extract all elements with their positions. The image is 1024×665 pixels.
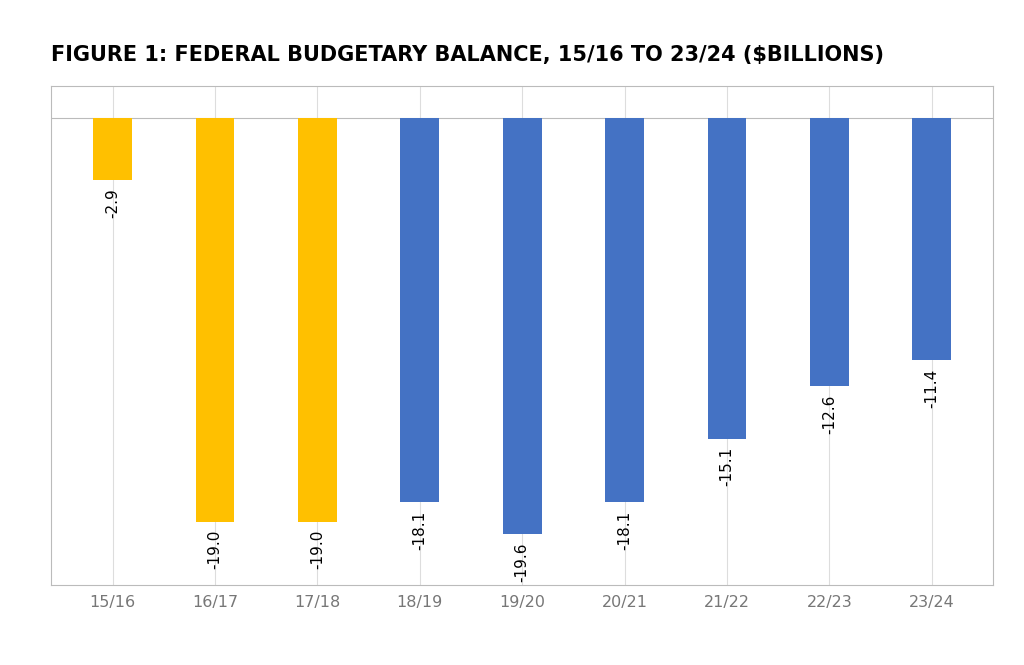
Text: -12.6: -12.6 (822, 394, 837, 434)
Bar (810, 118, 849, 386)
Bar (503, 118, 542, 534)
Text: -19.0: -19.0 (208, 530, 222, 569)
Text: -11.4: -11.4 (925, 368, 939, 408)
Text: -2.9: -2.9 (105, 188, 120, 218)
Bar (605, 118, 644, 503)
Text: -19.0: -19.0 (310, 530, 325, 569)
Bar (708, 118, 746, 439)
Bar (912, 118, 951, 360)
Text: -15.1: -15.1 (720, 448, 734, 487)
Bar (400, 118, 439, 503)
Bar (298, 118, 337, 521)
Text: -18.1: -18.1 (413, 511, 427, 550)
Text: FIGURE 1: FEDERAL BUDGETARY BALANCE, 15/16 TO 23/24 ($BILLIONS): FIGURE 1: FEDERAL BUDGETARY BALANCE, 15/… (51, 45, 884, 65)
Text: -19.6: -19.6 (515, 543, 529, 583)
Bar (196, 118, 234, 521)
Text: -18.1: -18.1 (617, 511, 632, 550)
Bar (93, 118, 132, 180)
